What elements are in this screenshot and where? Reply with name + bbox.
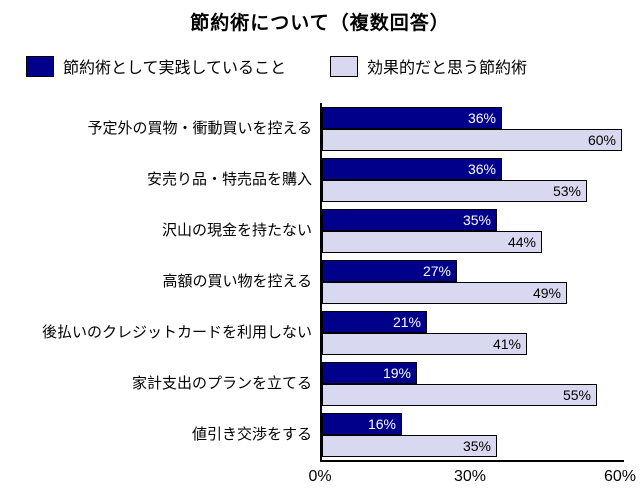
bar-pair: 27% 49%	[322, 259, 567, 304]
category-label: 後払いのクレジットカードを利用しない	[41, 323, 312, 341]
x-axis-line	[320, 460, 624, 462]
x-axis-tick: 60%	[603, 468, 637, 485]
category-label: 家計支出のプランを立てる	[131, 374, 312, 392]
category-label: 値引き交渉をする	[191, 425, 312, 443]
category-label: 高額の買い物を控える	[162, 272, 312, 290]
bar-practiced: 21%	[322, 310, 427, 333]
bar-group: 安売り品・特売品を購入 36% 53%	[0, 154, 640, 205]
bar-value-label: 27%	[422, 262, 451, 279]
bar-practiced: 36%	[322, 106, 502, 129]
legend-swatch	[26, 55, 54, 77]
bar-group: 家計支出のプランを立てる 19% 55%	[0, 358, 640, 409]
bar-value-label: 36%	[467, 109, 496, 126]
legend-item-effective: 効果的だと思う節約術	[330, 54, 527, 78]
bar-value-label: 36%	[467, 160, 496, 177]
bar-value-label: 55%	[562, 386, 591, 403]
bar-practiced: 27%	[322, 259, 457, 282]
bar-practiced: 19%	[322, 361, 417, 384]
bar-pair: 36% 53%	[322, 157, 587, 202]
bar-value-label: 19%	[382, 364, 411, 381]
bar-value-label: 60%	[587, 131, 616, 148]
legend-label: 節約術として実践していること	[63, 60, 287, 77]
bar-group: 値引き交渉をする 16% 35%	[0, 409, 640, 460]
bar-value-label: 35%	[462, 211, 491, 228]
bar-value-label: 49%	[532, 284, 561, 301]
bar-practiced: 36%	[322, 157, 502, 180]
category-label: 安売り品・特売品を購入	[146, 170, 312, 188]
chart-title: 節約術について（複数回答）	[190, 13, 450, 34]
bar-practiced: 35%	[322, 208, 497, 231]
category-label: 沢山の現金を持たない	[161, 221, 312, 239]
bar-value-label: 16%	[367, 415, 396, 432]
plot-area: 予定外の買物・衝動買いを控える 36% 60% 安売り品・特売品を購入 36% 53% 沢山…	[0, 103, 640, 460]
bar-pair: 36% 60%	[322, 106, 622, 151]
bar-value-label: 53%	[552, 182, 581, 199]
bar-practiced: 16%	[322, 412, 402, 435]
bar-group: 沢山の現金を持たない 35% 44%	[0, 205, 640, 256]
bar-value-label: 41%	[492, 335, 521, 352]
x-axis-ticks: 0% 30% 60%	[0, 468, 640, 492]
bar-value-label: 44%	[507, 233, 536, 250]
bar-value-label: 35%	[462, 437, 491, 454]
legend-item-practiced: 節約術として実践していること	[26, 54, 286, 78]
bar-effective: 35%	[322, 434, 497, 457]
bar-effective: 53%	[322, 179, 587, 202]
bar-effective: 44%	[322, 230, 542, 253]
y-axis-line	[320, 103, 322, 462]
bar-group: 予定外の買物・衝動買いを控える 36% 60%	[0, 103, 640, 154]
bar-pair: 21% 41%	[322, 310, 527, 355]
category-label: 予定外の買物・衝動買いを控える	[87, 119, 312, 137]
x-axis-tick: 0%	[308, 468, 332, 485]
bar-pair: 35% 44%	[322, 208, 542, 253]
x-axis-tick: 30%	[453, 468, 487, 485]
bar-effective: 60%	[322, 128, 622, 151]
bar-effective: 55%	[322, 383, 597, 406]
bar-group: 後払いのクレジットカードを利用しない 21% 41%	[0, 307, 640, 358]
legend: 節約術として実践していること 効果的だと思う節約術	[0, 54, 640, 80]
legend-swatch	[330, 55, 358, 77]
bar-effective: 41%	[322, 332, 527, 355]
bar-effective: 49%	[322, 281, 567, 304]
bar-group: 高額の買い物を控える 27% 49%	[0, 256, 640, 307]
bar-pair: 16% 35%	[322, 412, 497, 457]
bar-pair: 19% 55%	[322, 361, 597, 406]
bar-value-label: 21%	[392, 313, 421, 330]
legend-label: 効果的だと思う節約術	[367, 60, 528, 77]
